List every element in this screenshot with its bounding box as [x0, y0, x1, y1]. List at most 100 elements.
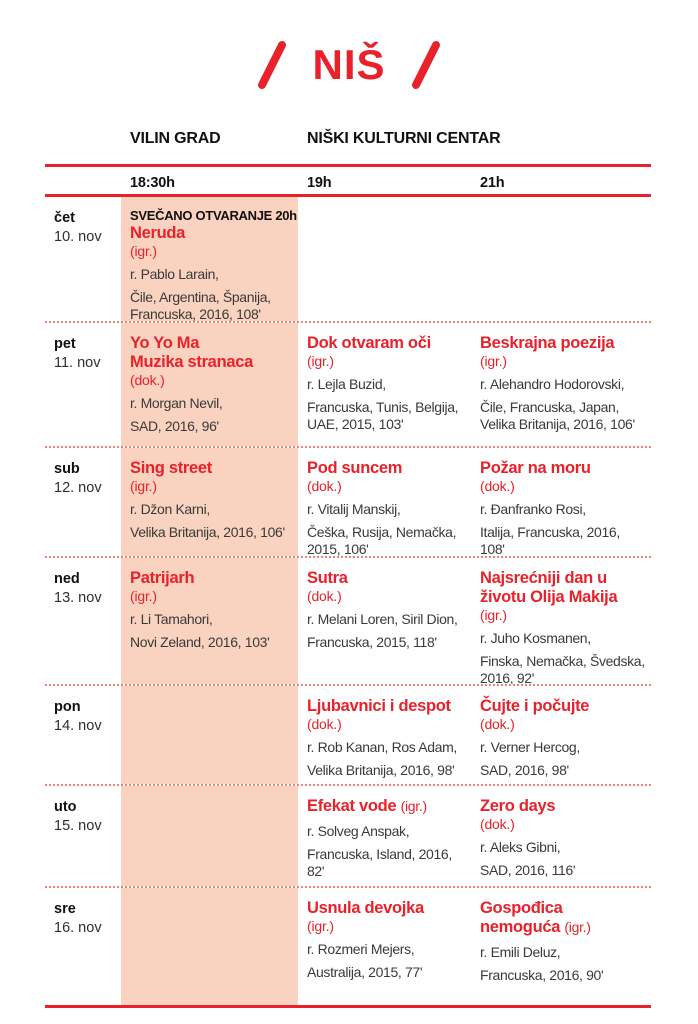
film-countries: Italija, Francuska, 2016, 108': [480, 524, 620, 556]
left-slash-icon: [258, 41, 287, 89]
film-genre-inline: (igr.): [564, 919, 591, 935]
film-cell-nkc-21h: Zero days (dok.) r. Aleks Gibni, SAD, 20…: [471, 786, 651, 886]
film-director: r. Lejla Buzid,: [307, 376, 386, 392]
film-title: Beskrajna poezija: [480, 334, 615, 352]
film-director: r. Rozmeri Mejers,: [307, 941, 415, 957]
film-countries: Čile, Francuska, Japan, Velika Britanija…: [480, 399, 635, 432]
film-title: Najsrećniji dan u: [480, 569, 607, 587]
day-date: 15. nov: [54, 818, 102, 834]
film-title: Efekat vode (igr.): [307, 797, 465, 816]
film-genre: (igr.): [130, 588, 157, 604]
film-director: r. Solveg Anspak,: [307, 823, 410, 839]
title-block: NIŠ: [0, 36, 698, 94]
film-countries: Francuska, Tunis, Belgija, UAE, 2015, 10…: [307, 399, 459, 432]
film-genre: (dok.): [480, 716, 515, 732]
film-cell-nkc-21h: Beskrajna poezija (igr.) r. Alehandro Ho…: [471, 323, 651, 446]
film-title: Patrijarh: [130, 569, 195, 587]
film-title-line2: nemoguća (igr.): [480, 918, 645, 937]
film-countries: Velika Britanija, 2016, 106': [130, 524, 285, 540]
film-cell-nkc-19h: Usnula devojka (igr.) r. Rozmeri Mejers,…: [298, 888, 471, 1005]
film-countries: Velika Britanija, 2016, 98': [307, 762, 455, 778]
table-row: uto 15. nov Efekat vode (igr.) r. Solveg…: [45, 786, 651, 888]
day-date: 11. nov: [54, 355, 101, 371]
film-director: r. Vitalij Manskij,: [307, 501, 401, 517]
spacer: [45, 167, 121, 194]
film-director: r. Morgan Nevil,: [130, 395, 223, 411]
film-genre: (dok.): [307, 588, 342, 604]
film-director: r. Emili Deluz,: [480, 944, 561, 960]
day-cell: pet 11. nov: [45, 323, 121, 446]
film-director: r. Rob Kanan, Ros Adam,: [307, 739, 457, 755]
film-title-line2: Muzika stranaca: [130, 353, 253, 371]
film-genre: (dok.): [480, 816, 515, 832]
film-countries: Francuska, 2016, 90': [480, 967, 604, 983]
venue-header-vilin-grad: VILIN GRAD: [130, 130, 221, 147]
film-genre: (dok.): [307, 716, 342, 732]
film-director: r. Li Tamahori,: [130, 611, 213, 627]
table-row: ned 13. nov Patrijarh (igr.) r. Li Tamah…: [45, 558, 651, 686]
film-cell-nkc-19h: Efekat vode (igr.) r. Solveg Anspak, Fra…: [298, 786, 471, 886]
film-cell-nkc-19h: Ljubavnici i despot (dok.) r. Rob Kanan,…: [298, 686, 471, 784]
film-director: r. Melani Loren, Siril Dion,: [307, 611, 458, 627]
film-countries: Francuska, Island, 2016, 82': [307, 846, 452, 879]
film-genre: (igr.): [307, 918, 334, 934]
day-label: čet: [54, 210, 75, 226]
page-title: NIŠ: [312, 41, 386, 88]
venue-header-row: VILIN GRAD NIŠKI KULTURNI CENTAR: [45, 130, 651, 167]
film-title: Neruda: [130, 224, 186, 242]
day-label: ned: [54, 571, 80, 587]
film-countries: Australija, 2015, 77': [307, 964, 423, 980]
day-date: 12. nov: [54, 480, 102, 496]
film-title: Dok otvaram oči: [307, 334, 431, 352]
film-director: r. Džon Karni,: [130, 501, 210, 517]
film-cell-vilin-grad-empty: [121, 888, 298, 1005]
film-title: Ljubavnici i despot: [307, 697, 451, 715]
film-genre: (igr.): [130, 243, 157, 259]
film-director: r. Alehandro Hodorovski,: [480, 376, 625, 392]
film-title: Zero days: [480, 797, 556, 815]
film-cell-nkc-19h: Sutra (dok.) r. Melani Loren, Siril Dion…: [298, 558, 471, 684]
film-countries: Francuska, 2015, 118': [307, 634, 437, 650]
time-header-row: 18:30h 19h 21h: [45, 167, 651, 197]
film-cell-nkc-21h: Najsrećniji dan u životu Olija Makija (i…: [471, 558, 651, 684]
film-cell-nkc-19h: Pod suncem (dok.) r. Vitalij Manskij, Če…: [298, 448, 471, 556]
film-title-text: nemoguća: [480, 918, 561, 936]
day-label: sub: [54, 461, 80, 477]
table-row: čet 10. nov SVEČANO OTVARANJE 20h Neruda…: [45, 197, 651, 323]
film-cell-vilin-grad: Yo Yo Ma Muzika stranaca (dok.) r. Morga…: [121, 323, 298, 446]
film-director: r. Verner Hercog,: [480, 739, 580, 755]
day-cell: sre 16. nov: [45, 888, 121, 1005]
film-director: r. Juho Kosmanen,: [480, 630, 591, 646]
day-cell: čet 10. nov: [45, 197, 121, 321]
film-title: Gospođica: [480, 899, 563, 917]
film-title: Yo Yo Ma: [130, 334, 200, 352]
film-genre: (dok.): [130, 372, 165, 388]
time-header-21: 21h: [480, 175, 505, 191]
table-row: sub 12. nov Sing street (igr.) r. Džon K…: [45, 448, 651, 558]
time-header-19: 19h: [307, 175, 332, 191]
film-cell-vilin-grad: Sing street (igr.) r. Džon Karni, Velika…: [121, 448, 298, 556]
film-cell-nkc-19h-empty: [298, 197, 471, 321]
day-date: 10. nov: [54, 229, 102, 245]
day-date: 14. nov: [54, 718, 102, 734]
film-genre: (igr.): [307, 353, 334, 369]
day-cell: sub 12. nov: [45, 448, 121, 556]
day-cell: ned 13. nov: [45, 558, 121, 684]
film-genre: (igr.): [480, 353, 507, 369]
film-cell-nkc-21h: Čujte i počujte (dok.) r. Verner Hercog,…: [471, 686, 651, 784]
day-label: pet: [54, 336, 76, 352]
film-cell-vilin-grad-empty: [121, 686, 298, 784]
day-date: 16. nov: [54, 920, 102, 936]
day-cell: pon 14. nov: [45, 686, 121, 784]
spacer: [45, 130, 121, 164]
film-countries: SAD, 2016, 96': [130, 418, 219, 434]
film-title-text: Efekat vode: [307, 797, 397, 815]
film-genre: (dok.): [307, 478, 342, 494]
film-genre-inline: (igr.): [400, 798, 428, 814]
film-cell-vilin-grad: Patrijarh (igr.) r. Li Tamahori, Novi Ze…: [121, 558, 298, 684]
film-title: Požar na moru: [480, 459, 591, 477]
table-row: sre 16. nov Usnula devojka (igr.) r. Roz…: [45, 888, 651, 1008]
day-label: uto: [54, 799, 77, 815]
table-row: pon 14. nov Ljubavnici i despot (dok.) r…: [45, 686, 651, 786]
day-date: 13. nov: [54, 590, 102, 606]
